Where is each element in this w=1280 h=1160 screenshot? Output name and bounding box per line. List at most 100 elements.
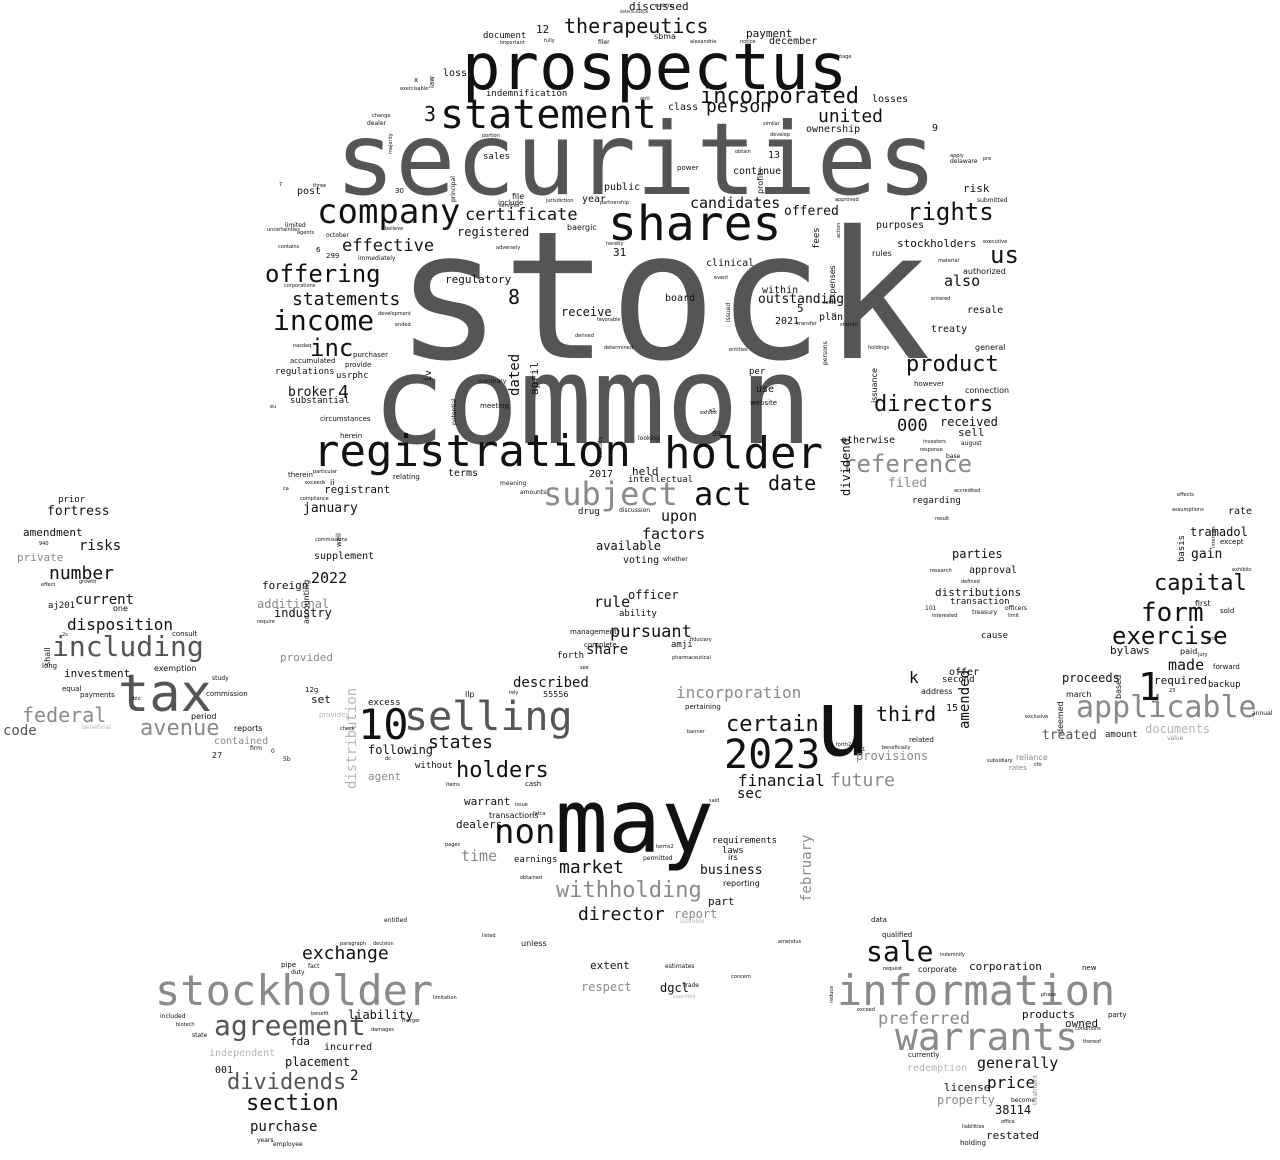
word: exercisable <box>400 86 429 92</box>
word: derived <box>575 333 594 339</box>
word: pursuant <box>610 622 692 642</box>
word: paragraph <box>340 941 366 947</box>
word: 7 <box>279 182 283 188</box>
word: fiduciary <box>690 637 712 643</box>
word: important <box>500 40 525 46</box>
word: drug <box>578 507 600 517</box>
word: interests <box>1211 526 1217 548</box>
word: dc <box>385 756 391 762</box>
word: similar <box>763 121 780 127</box>
word: pro <box>1207 636 1216 642</box>
word: incorporated <box>700 84 859 109</box>
word: limited <box>285 222 306 229</box>
word: post <box>297 186 322 197</box>
word: sbma <box>654 32 676 41</box>
word: 2017 <box>589 469 614 480</box>
word: 5b <box>283 756 291 763</box>
word: paid <box>1180 647 1198 656</box>
word: owned <box>1065 1017 1099 1030</box>
word: incorporation <box>676 683 802 702</box>
word: intellectual <box>628 475 694 485</box>
word: office <box>1001 1119 1015 1125</box>
word: pre <box>983 156 992 162</box>
word: reliance <box>1016 753 1048 762</box>
word: amount <box>1105 730 1138 740</box>
word: respect <box>581 980 632 994</box>
word: provide <box>345 361 372 369</box>
word: states <box>428 732 494 753</box>
word: first <box>1195 599 1211 608</box>
word: filer <box>598 39 610 46</box>
word: 15 <box>946 703 959 714</box>
word: business <box>700 863 763 878</box>
word: cause <box>981 631 1009 641</box>
word: resale <box>967 305 1004 316</box>
word: results <box>597 437 604 458</box>
word: shares <box>608 196 782 252</box>
word: foreign <box>262 579 309 592</box>
word: law <box>428 75 436 88</box>
word: sales <box>483 152 511 162</box>
word: product <box>906 352 999 377</box>
word: held <box>632 465 659 478</box>
word: assumptions <box>1172 507 1204 513</box>
word: nasdaq <box>293 343 312 349</box>
word: ca <box>283 486 289 492</box>
word: pipe <box>281 961 297 969</box>
word: beneficial <box>82 724 112 731</box>
word: research <box>930 568 952 574</box>
word: february <box>799 834 815 903</box>
word: reports <box>234 724 263 733</box>
word: determined <box>604 345 633 351</box>
word: share <box>586 642 629 658</box>
word: 0 <box>271 748 275 755</box>
word: approval <box>969 565 1018 576</box>
word: develop <box>770 132 790 138</box>
word: 3 <box>424 102 437 126</box>
word: shall <box>43 647 52 666</box>
word: license <box>944 1081 991 1094</box>
word: items <box>446 782 460 788</box>
word: x2 <box>709 408 716 414</box>
word: discussion <box>619 507 651 514</box>
word: sold2 <box>823 300 837 306</box>
word: reference <box>842 450 973 478</box>
word: rules <box>872 249 892 258</box>
word: ii <box>330 478 335 487</box>
word: bio <box>133 696 141 702</box>
word: growth <box>79 579 97 585</box>
word: thereof <box>1083 1039 1102 1045</box>
word: 17 <box>916 709 924 716</box>
word: approved <box>835 197 859 203</box>
word: use <box>756 384 775 395</box>
word: purchaser <box>353 351 389 359</box>
word: property <box>937 1093 995 1107</box>
word: immediately <box>358 255 396 262</box>
word: requirements <box>712 836 778 846</box>
word: majority <box>388 133 394 154</box>
word: ability <box>619 609 657 619</box>
word: stockholder <box>155 966 434 1015</box>
word: persons <box>822 341 829 366</box>
word: earnings <box>514 855 558 865</box>
word: treatment <box>1032 1075 1039 1106</box>
word: treasury <box>972 609 998 616</box>
word: transfer <box>797 321 817 327</box>
word: benefit <box>311 1011 329 1017</box>
word: included <box>160 1013 186 1020</box>
word: 99 <box>712 430 721 438</box>
word: include <box>498 199 524 207</box>
word: sale <box>866 935 934 968</box>
word: 5 <box>797 302 804 315</box>
word: amji <box>671 640 693 650</box>
word: address <box>921 687 953 696</box>
word: exercise <box>1112 622 1228 650</box>
word: 2022 <box>311 569 348 587</box>
word: entered <box>931 296 951 302</box>
word: cfo <box>1034 762 1042 768</box>
word: services <box>499 203 520 209</box>
word: effect <box>41 582 56 588</box>
word: defined <box>961 579 980 585</box>
word: ownership <box>806 124 861 135</box>
word: withholding <box>556 878 702 903</box>
